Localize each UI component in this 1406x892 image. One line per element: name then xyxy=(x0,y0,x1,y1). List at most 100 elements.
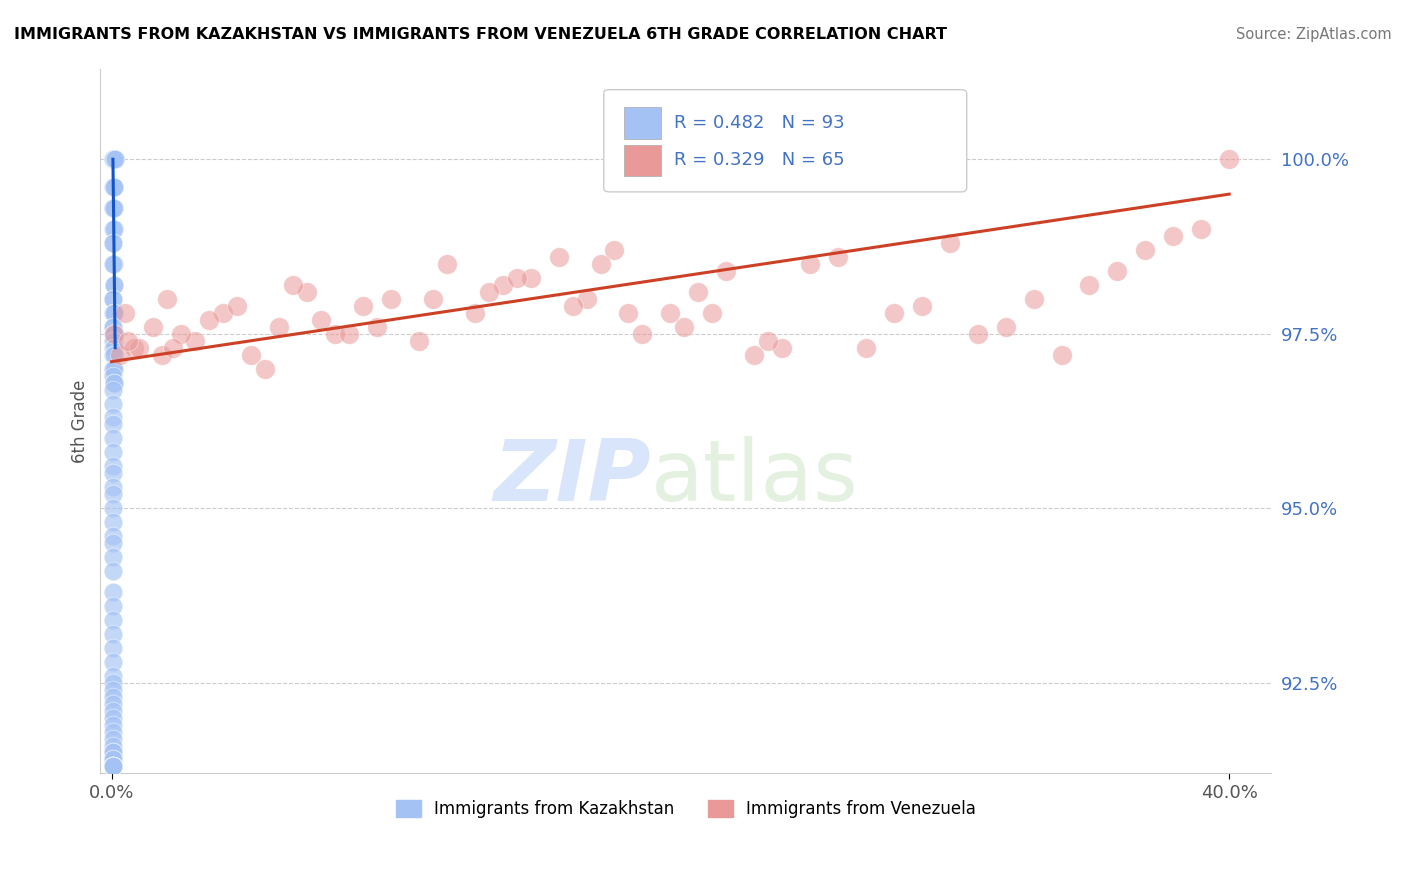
Point xyxy=(101,759,124,773)
Point xyxy=(103,368,125,383)
Point xyxy=(1218,153,1240,167)
Point xyxy=(240,348,263,362)
Point xyxy=(103,277,125,292)
Point xyxy=(103,277,125,292)
Point xyxy=(688,285,710,299)
Point xyxy=(103,235,125,250)
Point xyxy=(170,326,193,341)
Point xyxy=(103,759,125,773)
Point xyxy=(422,292,444,306)
Point xyxy=(103,326,125,341)
Point xyxy=(101,361,124,376)
Text: R = 0.482   N = 93: R = 0.482 N = 93 xyxy=(673,114,845,132)
Point xyxy=(101,417,124,432)
Point xyxy=(366,319,388,334)
Point xyxy=(323,326,346,341)
Point xyxy=(103,201,125,215)
Point xyxy=(103,759,125,773)
Point xyxy=(436,257,458,271)
Point xyxy=(103,361,125,376)
Point xyxy=(103,153,125,167)
Point xyxy=(295,285,318,299)
Point xyxy=(103,180,125,194)
Point xyxy=(103,153,125,167)
Point xyxy=(103,292,125,306)
Point xyxy=(855,341,877,355)
Text: atlas: atlas xyxy=(651,436,859,519)
Text: Source: ZipAtlas.com: Source: ZipAtlas.com xyxy=(1236,27,1392,42)
Point xyxy=(104,153,127,167)
Point xyxy=(103,153,125,167)
Point xyxy=(104,153,127,167)
Point xyxy=(101,739,124,753)
Point xyxy=(150,348,173,362)
Point xyxy=(212,306,235,320)
Point xyxy=(561,299,583,313)
Point xyxy=(631,326,654,341)
Point xyxy=(103,599,125,613)
Point xyxy=(103,222,125,236)
Point xyxy=(352,299,374,313)
Point xyxy=(101,655,124,669)
Point xyxy=(103,376,125,390)
Point xyxy=(103,306,125,320)
Point xyxy=(101,334,124,348)
Point xyxy=(103,746,125,760)
Point xyxy=(101,487,124,501)
Point xyxy=(101,529,124,543)
Point xyxy=(103,222,125,236)
Point xyxy=(103,432,125,446)
Point xyxy=(1107,264,1129,278)
Point xyxy=(883,306,905,320)
Point xyxy=(505,271,527,285)
Point xyxy=(799,257,821,271)
Point xyxy=(103,326,125,341)
Point xyxy=(939,235,962,250)
Point xyxy=(142,319,165,334)
Point xyxy=(103,410,125,425)
Point xyxy=(104,153,127,167)
Point xyxy=(464,306,486,320)
Point xyxy=(103,201,125,215)
Point xyxy=(103,257,125,271)
Point xyxy=(101,724,124,739)
Point xyxy=(337,326,360,341)
Point xyxy=(756,334,779,348)
Point xyxy=(994,319,1017,334)
Point xyxy=(103,627,125,641)
Text: IMMIGRANTS FROM KAZAKHSTAN VS IMMIGRANTS FROM VENEZUELA 6TH GRADE CORRELATION CH: IMMIGRANTS FROM KAZAKHSTAN VS IMMIGRANTS… xyxy=(14,27,948,42)
Point xyxy=(1135,243,1157,257)
Point xyxy=(269,319,291,334)
Point xyxy=(101,759,124,773)
Point xyxy=(702,306,724,320)
Point xyxy=(101,759,124,773)
Point xyxy=(103,361,125,376)
FancyBboxPatch shape xyxy=(603,90,967,192)
Point xyxy=(101,564,124,578)
Point xyxy=(156,292,179,306)
Point xyxy=(911,299,934,313)
Point xyxy=(966,326,988,341)
Point xyxy=(103,759,125,773)
Point xyxy=(198,312,221,326)
Point xyxy=(103,306,125,320)
Point xyxy=(103,536,125,550)
Point xyxy=(673,319,696,334)
Point xyxy=(162,341,184,355)
Point xyxy=(1189,222,1212,236)
Point xyxy=(103,180,125,194)
Point xyxy=(1022,292,1045,306)
Point xyxy=(103,306,125,320)
Point xyxy=(101,759,124,773)
Point xyxy=(1050,348,1073,362)
Point xyxy=(103,550,125,565)
Point xyxy=(103,675,125,690)
Point xyxy=(492,277,515,292)
Point xyxy=(103,759,125,773)
Point xyxy=(103,467,125,481)
Point xyxy=(103,153,125,167)
Point xyxy=(103,326,125,341)
Point xyxy=(101,682,124,697)
Point xyxy=(103,341,125,355)
Point xyxy=(1078,277,1101,292)
